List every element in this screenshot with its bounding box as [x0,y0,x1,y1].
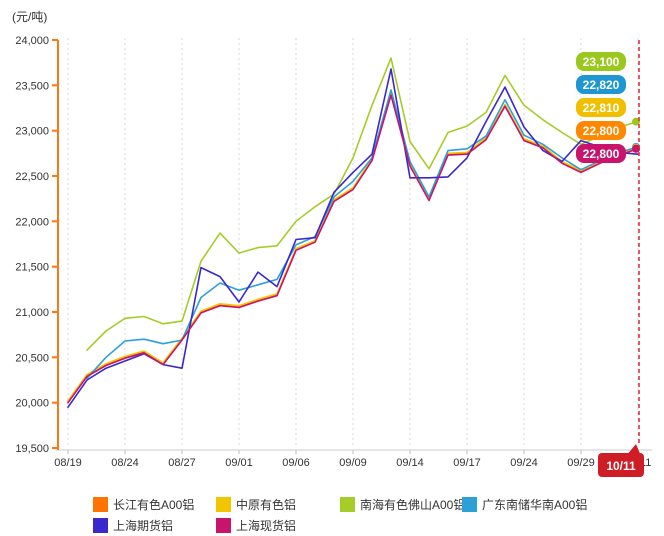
y-axis-tick-label: 22,500 [15,171,49,183]
legend-swatch [216,518,231,533]
legend-swatch [462,497,477,512]
x-axis-tick-label: 09/09 [339,457,367,469]
series-line-shanghai-spot [67,94,639,404]
series-line-nanhai [86,57,639,351]
legend-label: 南海有色佛山A00铝 [360,498,466,512]
y-axis-tick-label: 22,000 [15,216,49,228]
legend-swatch [216,497,231,512]
end-value-badge [576,144,626,163]
end-value-badge [576,121,626,140]
legend-swatch [93,497,108,512]
series-line-zhongyuan [67,92,639,402]
x-axis-tick-label: 08/19 [54,457,82,469]
y-axis-tick-label: 23,500 [15,80,49,92]
y-axis-tick-label: 20,000 [15,398,49,410]
y-axis-unit-label: (元/吨) [12,10,48,24]
series-end-dot [632,117,640,126]
legend-item: 上海现货铝 [216,517,296,534]
legend-swatch [93,518,108,533]
legend-item: 广东南储华南A00铝 [462,496,587,513]
end-value-badge [576,52,626,71]
series-end-dot [632,144,640,153]
legend-label: 中原有色铝 [236,498,297,512]
y-axis-tick-label: 21,000 [15,307,49,319]
end-value-badge-label: 22,810 [583,101,620,115]
legend-label: 上海现货铝 [236,519,297,533]
x-axis-tick-label: 09/29 [567,457,595,469]
x-axis-tick-label: 09/17 [453,457,481,469]
x-axis-tick-label: 08/27 [168,457,196,469]
y-axis-tick-label: 20,500 [15,352,49,364]
current-date-badge-label: 10/11 [606,459,636,473]
x-axis-tick-label: 09/24 [510,457,538,469]
end-value-badge-label: 22,800 [583,147,620,161]
y-axis-tick-label: 21,500 [15,262,49,274]
legend-item: 上海期货铝 [93,517,173,534]
x-axis-tick-label: 09/01 [225,457,253,469]
end-value-badge-label: 22,820 [583,78,620,92]
legend-label: 长江有色A00铝 [113,498,195,512]
legend-swatch [340,497,355,512]
y-axis-tick-label: 23,000 [15,126,49,138]
legend-item: 长江有色A00铝 [93,496,194,513]
end-value-badge [576,75,626,94]
current-date-badge [598,453,644,477]
y-axis-tick-label: 19,500 [15,443,49,455]
series-line-guangdong [86,89,639,380]
y-axis-tick-label: 24,000 [15,35,49,47]
end-value-badge [576,98,626,117]
legend-item: 中原有色铝 [216,496,296,513]
legend-label: 广东南储华南A00铝 [482,498,588,512]
legend-item: 南海有色佛山A00铝 [340,496,465,513]
end-value-badge-label: 22,800 [583,124,620,138]
x-axis-tick-label: 08/24 [111,457,139,469]
end-value-badge-label: 23,100 [583,55,620,69]
x-axis-tick-label: 09/06 [282,457,310,469]
legend-label: 上海期货铝 [113,519,174,533]
x-axis-tick-label: 09/14 [396,457,424,469]
